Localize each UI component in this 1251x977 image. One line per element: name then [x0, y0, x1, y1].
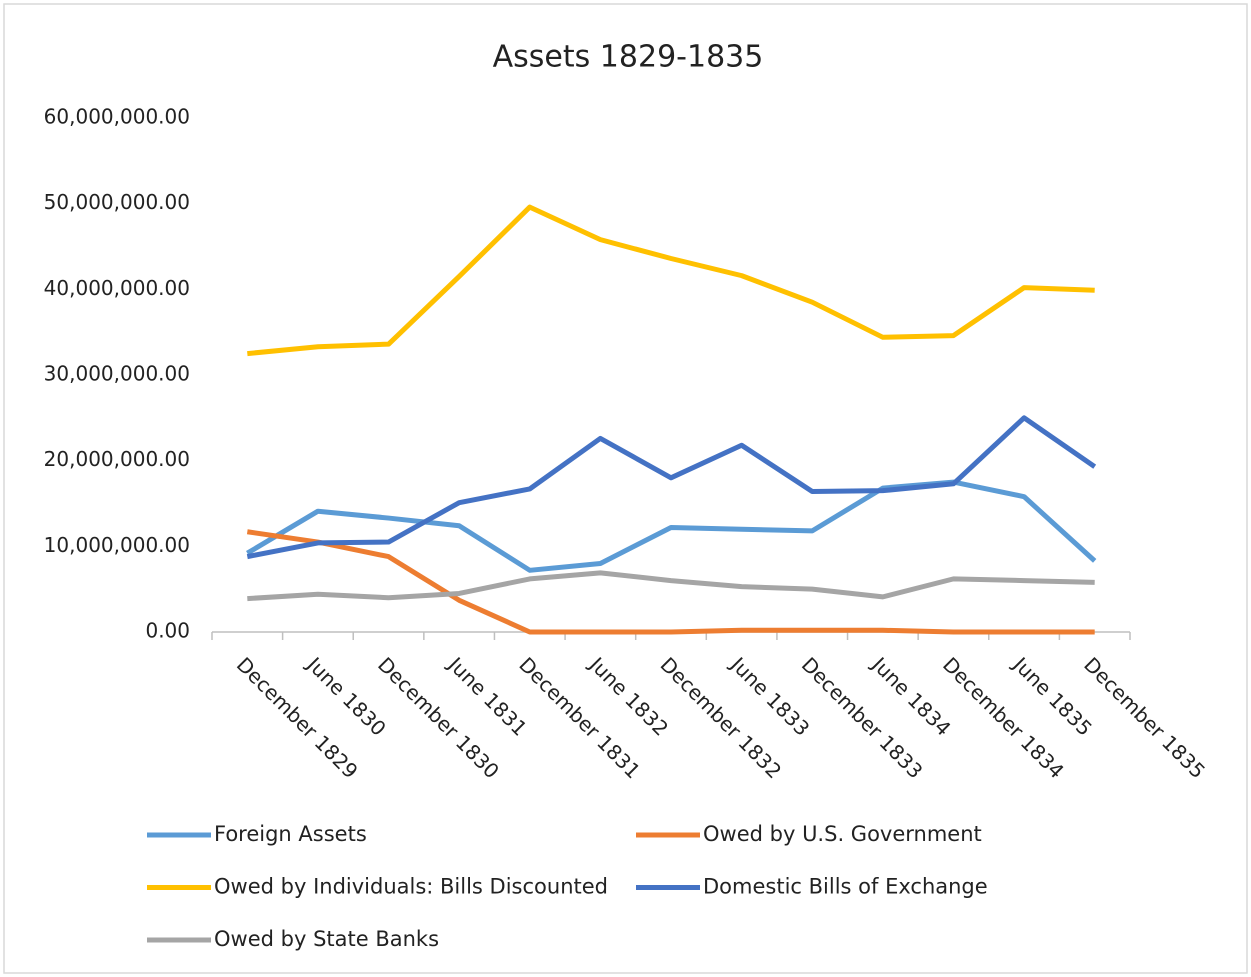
- legend-label: Domestic Bills of Exchange: [703, 875, 988, 899]
- chart-border: [3, 3, 1248, 974]
- y-tick-label: 50,000,000.00: [44, 190, 190, 214]
- series-line: [246, 415, 1097, 560]
- chart-title: Assets 1829-1835: [493, 40, 764, 75]
- legend-label: Owed by State Banks: [214, 927, 439, 951]
- legend-label: Foreign Assets: [214, 822, 367, 846]
- y-tick-label: 20,000,000.00: [44, 447, 190, 471]
- y-tick-label: 10,000,000.00: [44, 533, 190, 557]
- y-tick-label: 60,000,000.00: [44, 105, 190, 129]
- series-line: [247, 204, 1095, 357]
- legend-label: Owed by U.S. Government: [703, 822, 982, 846]
- series-line: [247, 570, 1095, 602]
- y-tick-label: 30,000,000.00: [44, 362, 190, 386]
- y-tick-label: 0.00: [145, 619, 190, 643]
- series-line: [246, 529, 1095, 635]
- y-tick-label: 40,000,000.00: [44, 276, 190, 300]
- legend-label: Owed by Individuals: Bills Discounted: [214, 875, 608, 899]
